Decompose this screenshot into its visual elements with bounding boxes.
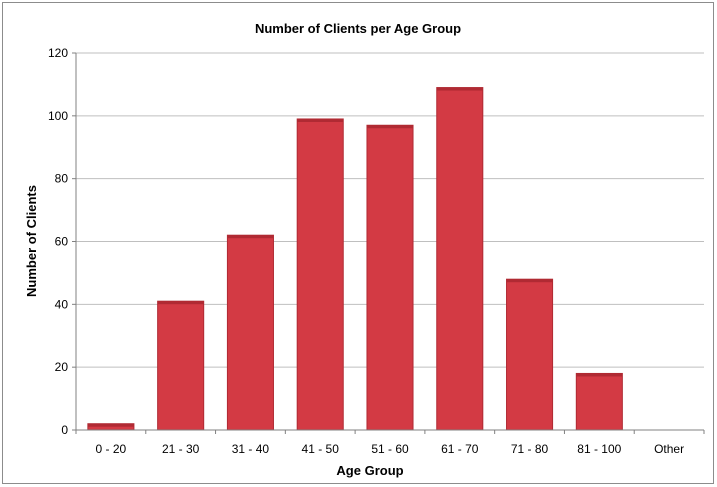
bar-cap: [87, 423, 134, 427]
y-tick-label: 100: [48, 109, 68, 123]
y-axis-title: Number of Clients: [24, 185, 39, 297]
x-tick-label: 21 - 30: [162, 442, 200, 456]
bar-51-60: [366, 124, 414, 431]
bar-61-70: [436, 87, 484, 431]
bar-cap: [227, 235, 274, 239]
bar-81-100: [575, 372, 623, 431]
bar-21-30: [157, 300, 205, 431]
x-tick-label: 41 - 50: [302, 442, 340, 456]
y-tick-label: 20: [55, 360, 69, 374]
y-tick-label: 80: [55, 172, 69, 186]
chart-title: Number of Clients per Age Group: [255, 21, 461, 36]
y-tick-label: 60: [55, 235, 69, 249]
bar-cap: [436, 87, 483, 91]
x-tick-label: 51 - 60: [371, 442, 409, 456]
bar-41-50: [296, 118, 344, 431]
y-tick-labels: 0 20 40 60 80 100 120: [48, 46, 68, 437]
axes: [72, 52, 705, 434]
bars: [87, 87, 623, 431]
y-tick-label: 40: [55, 297, 69, 311]
bar-cap: [157, 301, 204, 305]
y-tick-label: 0: [61, 423, 68, 437]
x-tick-label: 0 - 20: [96, 442, 127, 456]
x-tick-label: 31 - 40: [232, 442, 270, 456]
x-tick-label: 61 - 70: [441, 442, 479, 456]
x-tick-labels: 0 - 20 21 - 30 31 - 40 41 - 50 51 - 60 61 - 7…: [96, 442, 685, 456]
bar-cap: [366, 125, 414, 129]
x-tick-label: Other: [654, 442, 684, 456]
bar-cap: [297, 118, 344, 122]
x-tick-label: 71 - 80: [511, 442, 549, 456]
x-tick-label: 81 - 100: [577, 442, 621, 456]
bar-cap: [576, 373, 623, 377]
bar-71-80: [506, 278, 554, 431]
bar-31-40: [226, 234, 274, 431]
bar-cap: [506, 279, 553, 283]
x-axis-title: Age Group: [336, 463, 403, 478]
y-tick-label: 120: [48, 46, 68, 60]
